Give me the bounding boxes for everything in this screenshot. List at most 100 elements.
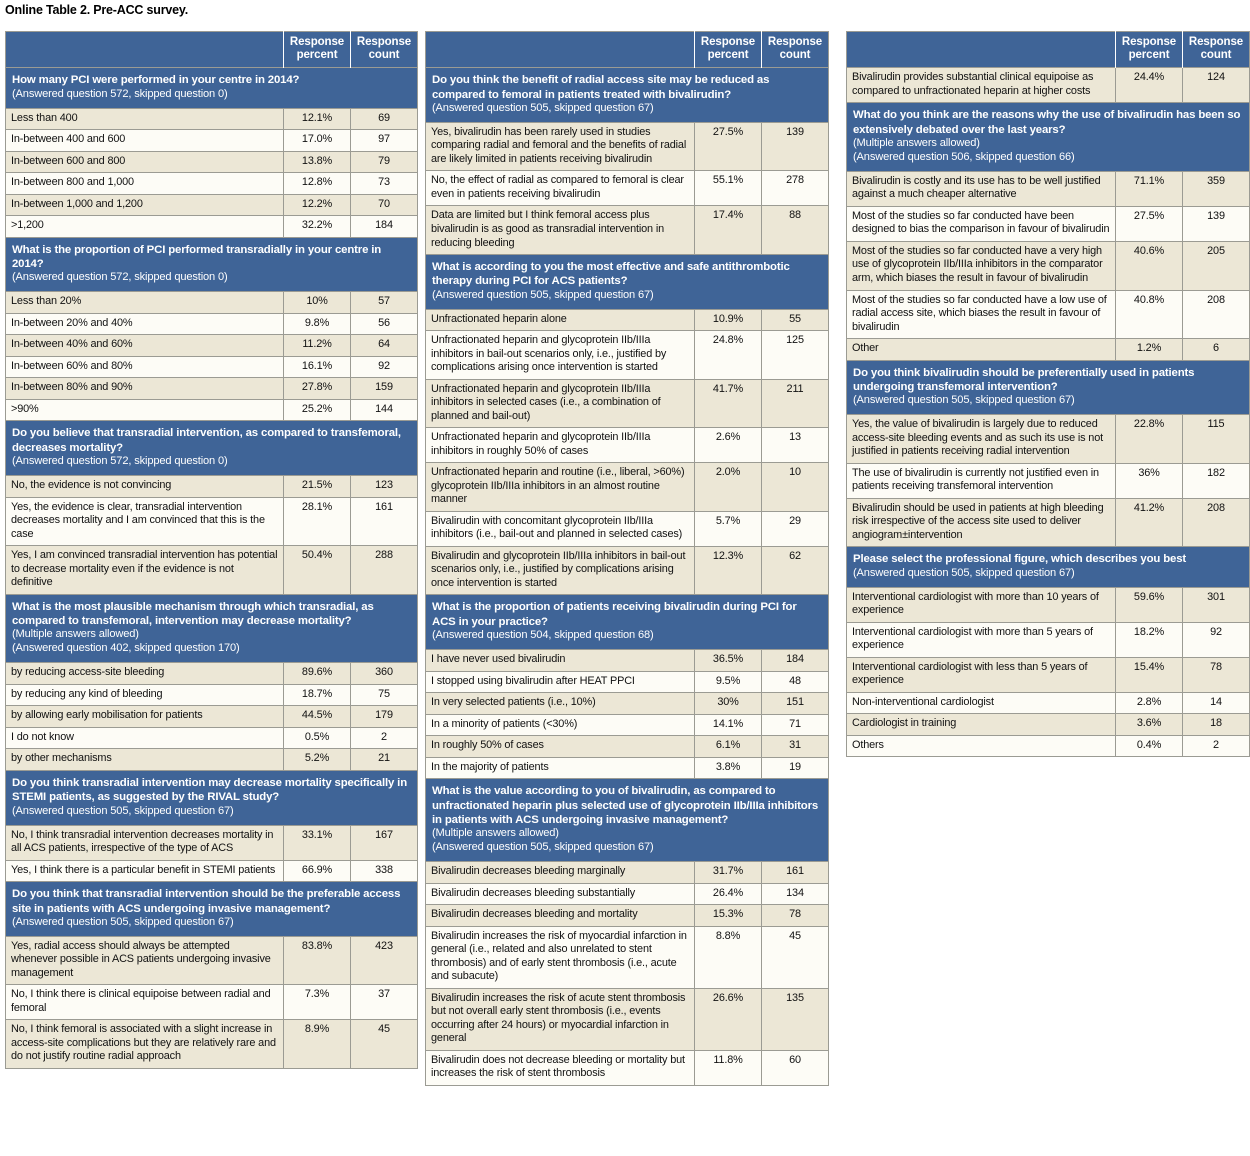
answer-label: Interventional cardiologist with less th… — [846, 656, 1116, 693]
answer-label: Bivalirudin decreases bleeding substanti… — [425, 882, 695, 906]
column-header-blank — [425, 31, 695, 68]
survey-column-2: Response percent Response count Do you think… — [425, 31, 829, 1086]
response-percent-value: 9.8% — [283, 312, 351, 336]
question-header-cell: What is the proportion of patients recei… — [425, 594, 829, 651]
response-count-value: 21 — [350, 748, 418, 771]
question-header-cell: Do you think bivalirudin should be prefe… — [846, 359, 1250, 416]
answer-label: Bivalirudin does not decrease bleeding o… — [425, 1049, 695, 1086]
table-row: by reducing any kind of bleeding 18.7% 75 — [5, 683, 418, 707]
response-count-value: 48 — [761, 670, 829, 694]
response-count-value: 62 — [761, 545, 829, 596]
answer-label: In-between 40% and 60% — [5, 334, 284, 357]
response-percent-value: 3.6% — [1115, 713, 1183, 736]
response-count-value: 184 — [350, 215, 418, 238]
response-percent-value: 83.8% — [283, 935, 351, 986]
question-text: Do you think the benefit of radial acces… — [432, 74, 770, 101]
table-row: Bivalirudin should be used in patients a… — [846, 497, 1250, 548]
response-percent-value: 12.3% — [694, 545, 762, 596]
response-percent-value: 59.6% — [1115, 586, 1183, 623]
response-count-value: 88 — [761, 205, 829, 256]
response-count-value: 45 — [350, 1019, 418, 1069]
question-text: How many PCI were performed in your cent… — [12, 74, 300, 87]
answer-label: I have never used bivalirudin — [425, 649, 695, 672]
response-percent-value: 5.2% — [283, 748, 351, 771]
question-header-row: Do you think transradial intervention ma… — [5, 769, 418, 826]
column-header-response-count: Response count — [761, 31, 829, 68]
response-count-value: 73 — [350, 172, 418, 195]
question-header-cell: Do you think the benefit of radial acces… — [425, 67, 829, 123]
answer-label: No, I think femoral is associated with a… — [5, 1019, 284, 1069]
answer-label: Bivalirudin provides substantial clinica… — [846, 67, 1116, 104]
question-header-row: Please select the professional figure, w… — [846, 546, 1250, 588]
response-percent-value: 5.7% — [694, 510, 762, 547]
question-subtitle: (Answered question 505, skipped question… — [853, 566, 1075, 579]
question-subtitle: (Answered question 505, skipped question… — [432, 288, 654, 301]
response-percent-value: 14.1% — [694, 713, 762, 737]
survey-table: Response percent Response count How many PCI… — [5, 31, 418, 1069]
answer-label: Most of the studies so far conducted hav… — [846, 205, 1116, 242]
response-count-value: 179 — [350, 705, 418, 728]
response-count-value: 75 — [350, 683, 418, 707]
question-text: What do you think are the reasons why th… — [853, 109, 1241, 136]
response-percent-value: 9.5% — [694, 670, 762, 694]
response-percent-value: 50.4% — [283, 545, 351, 595]
response-count-value: 211 — [761, 378, 829, 429]
answer-label: In-between 1,000 and 1,200 — [5, 193, 284, 217]
answer-label: No, the effect of radial as compared to … — [425, 170, 695, 207]
answer-label: In roughly 50% of cases — [425, 735, 695, 758]
table-row: Yes, I think there is a particular benef… — [5, 859, 418, 883]
response-count-value: 301 — [1182, 586, 1250, 623]
response-count-value: 69 — [350, 107, 418, 131]
table-row: Less than 20% 10% 57 — [5, 291, 418, 314]
page-title: Online Table 2. Pre-ACC survey. — [5, 3, 188, 17]
answer-label: Cardiologist in training — [846, 713, 1116, 736]
response-percent-value: 11.8% — [694, 1049, 762, 1086]
response-count-value: 60 — [761, 1049, 829, 1086]
answer-label: I do not know — [5, 726, 284, 750]
response-percent-value: 15.4% — [1115, 656, 1183, 693]
question-subtitle: (Answered question 505, skipped question… — [12, 915, 234, 928]
question-subtitle: (Answered question 402, skipped question… — [12, 642, 240, 655]
table-row: No, I think femoral is associated with a… — [5, 1019, 418, 1069]
table-row: No, I think there is clinical equipoise … — [5, 984, 418, 1021]
answer-label: Others — [846, 734, 1116, 758]
response-percent-value: 55.1% — [694, 170, 762, 207]
response-percent-value: 32.2% — [283, 215, 351, 238]
answer-label: Yes, the value of bivalirudin is largely… — [846, 414, 1116, 464]
survey-table: Response percent Response count Bivalirudin … — [846, 31, 1250, 758]
response-percent-value: 1.2% — [1115, 338, 1183, 361]
response-count-value: 205 — [1182, 240, 1250, 291]
question-text: Do you think that transradial interventi… — [12, 888, 401, 915]
table-row: >90% 25.2% 144 — [5, 398, 418, 422]
response-count-value: 208 — [1182, 497, 1250, 548]
table-row: I stopped using bivalirudin after HEAT P… — [425, 670, 829, 694]
question-text: Do you believe that transradial interven… — [12, 427, 401, 454]
question-subtitle: (Answered question 572, skipped question… — [12, 271, 228, 284]
response-percent-value: 40.6% — [1115, 240, 1183, 291]
question-header-cell: Please select the professional figure, w… — [846, 546, 1250, 588]
answer-label: by other mechanisms — [5, 748, 284, 771]
response-count-value: 2 — [1182, 734, 1250, 758]
response-percent-value: 26.4% — [694, 882, 762, 906]
response-count-value: 144 — [350, 398, 418, 422]
answer-label: by reducing any kind of bleeding — [5, 683, 284, 707]
question-header-cell: What do you think are the reasons why th… — [846, 102, 1250, 172]
answer-label: Yes, I think there is a particular benef… — [5, 859, 284, 883]
table-row: by reducing access-site bleeding 89.6% 360 — [5, 662, 418, 685]
question-subtitle: (Multiple answers allowed) — [432, 827, 559, 840]
table-row: Cardiologist in training 3.6% 18 — [846, 713, 1250, 736]
table-row: Bivalirudin decreases bleeding substanti… — [425, 882, 829, 906]
table-row: No, the evidence is not convincing 21.5% 1… — [5, 475, 418, 498]
question-text: Do you think transradial intervention ma… — [12, 776, 407, 804]
response-count-value: 135 — [761, 987, 829, 1051]
answer-label: Other — [846, 338, 1116, 361]
table-row: Interventional cardiologist with less th… — [846, 656, 1250, 693]
column-header-response-count: Response count — [350, 31, 418, 68]
question-header-row: Do you think the benefit of radial acces… — [425, 67, 829, 123]
table-row: Bivalirudin does not decrease bleeding o… — [425, 1049, 829, 1086]
answer-label: Unfractionated heparin and glycoprotein … — [425, 378, 695, 429]
table-row: In-between 800 and 1,000 12.8% 73 — [5, 172, 418, 195]
table-row: Yes, radial access should always be atte… — [5, 935, 418, 986]
response-count-value: 208 — [1182, 289, 1250, 340]
